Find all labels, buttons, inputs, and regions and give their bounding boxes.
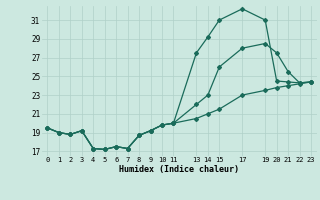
X-axis label: Humidex (Indice chaleur): Humidex (Indice chaleur) [119, 165, 239, 174]
